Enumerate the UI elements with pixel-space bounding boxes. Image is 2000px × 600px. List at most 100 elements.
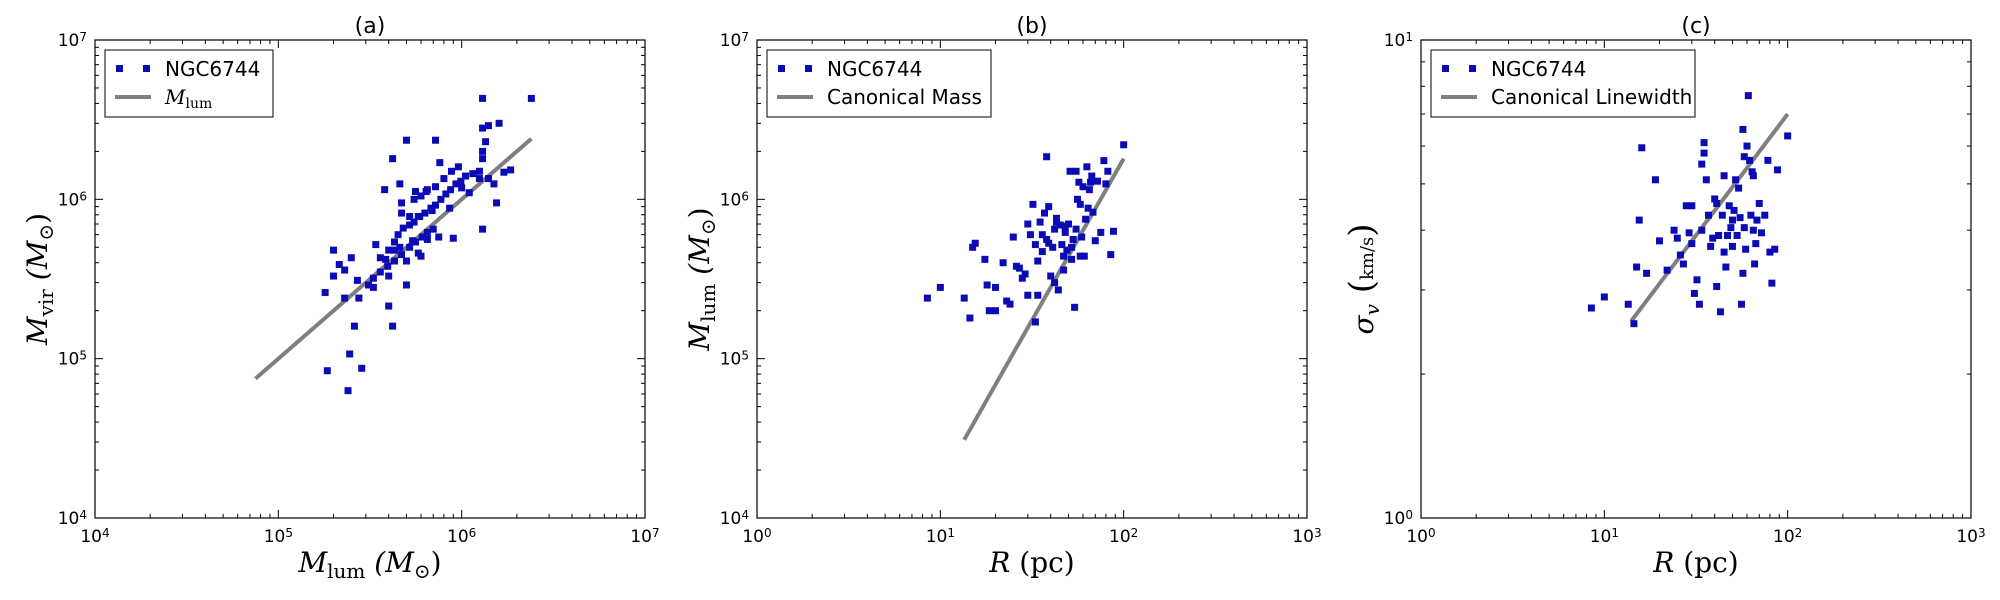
data-point — [1041, 209, 1049, 217]
axis-ticks — [756, 39, 1308, 519]
data-point — [493, 199, 501, 207]
data-point — [321, 289, 329, 297]
data-point — [435, 233, 443, 241]
data-point — [442, 190, 450, 198]
y-tick-label: 106 — [720, 189, 749, 210]
data-point — [372, 241, 380, 249]
data-point — [1587, 304, 1595, 312]
chart-panel-1: 104 105 106 107 104 105 106 107 (a) Mlum (M⊙) Mvir… — [21, 14, 660, 583]
x-tick-label: 100 — [742, 526, 771, 547]
data-point — [406, 213, 414, 221]
legend-marker-points — [1469, 65, 1476, 72]
data-point — [1045, 203, 1053, 211]
data-point — [1061, 222, 1069, 230]
x-axis-label: Mlum (M⊙) — [297, 546, 441, 583]
plot-frame — [94, 39, 646, 519]
data-point — [465, 189, 473, 197]
data-point — [469, 170, 477, 178]
data-point — [1063, 246, 1071, 254]
data-point — [458, 184, 466, 192]
data-point — [1072, 167, 1080, 175]
legend-label: Mlum — [164, 85, 212, 112]
data-point — [1060, 252, 1068, 260]
data-point — [1753, 216, 1761, 224]
data-point — [376, 254, 384, 262]
data-point — [1735, 184, 1743, 192]
data-point — [1698, 160, 1706, 168]
data-point — [1038, 231, 1046, 239]
data-point — [1635, 216, 1643, 224]
data-point — [1739, 269, 1747, 277]
data-point — [1051, 279, 1059, 287]
chart-title: (c) — [1681, 14, 1710, 39]
x-tick-label: 102 — [1109, 526, 1138, 547]
data-point — [1076, 200, 1084, 208]
data-point — [323, 367, 331, 375]
legend-box — [104, 49, 274, 118]
data-point — [1072, 225, 1080, 233]
data-point — [382, 255, 390, 263]
data-point — [1751, 260, 1759, 268]
data-point — [1075, 178, 1083, 186]
legend-label: Canonical Mass — [827, 85, 982, 109]
y-axis-label: σv (km/s) — [1342, 223, 1384, 334]
data-point — [1066, 167, 1074, 175]
data-point — [1707, 242, 1715, 250]
y-tick-label: 101 — [1384, 30, 1413, 51]
data-point — [479, 124, 487, 132]
data-point — [1715, 231, 1723, 239]
data-point — [1638, 144, 1646, 152]
data-point — [1068, 255, 1076, 263]
data-point — [484, 122, 492, 130]
data-point — [1747, 211, 1755, 219]
data-point — [396, 180, 404, 188]
data-point — [1031, 241, 1039, 249]
data-point — [1056, 221, 1064, 229]
data-point — [1749, 226, 1757, 234]
data-point — [1705, 211, 1713, 219]
data-point — [1100, 157, 1108, 165]
data-point — [1761, 211, 1769, 219]
data-point — [396, 243, 404, 251]
data-point — [1725, 202, 1733, 210]
data-point — [410, 195, 418, 203]
data-point — [410, 218, 418, 226]
data-point — [436, 159, 444, 167]
data-point — [479, 225, 487, 233]
data-point — [1078, 233, 1086, 241]
data-point — [457, 177, 465, 185]
data-point — [1743, 142, 1751, 150]
data-point — [490, 180, 498, 188]
data-point — [437, 195, 445, 203]
data-point — [960, 294, 968, 302]
data-point — [1069, 235, 1077, 243]
data-point — [1748, 168, 1756, 176]
data-point — [992, 307, 1000, 315]
plot-area — [923, 141, 1128, 441]
data-point — [1685, 229, 1693, 237]
data-point — [389, 155, 397, 163]
data-point — [330, 272, 338, 280]
data-point — [385, 246, 393, 254]
data-point — [369, 274, 377, 282]
data-point — [1670, 226, 1678, 234]
x-axis-label: R (pc) — [1652, 546, 1738, 579]
data-point — [495, 119, 503, 127]
data-point — [462, 172, 470, 180]
data-point — [1673, 234, 1681, 242]
data-point — [1718, 211, 1726, 219]
plot-frame — [1420, 39, 1972, 519]
data-point — [414, 213, 422, 221]
data-point — [398, 199, 406, 207]
data-point — [358, 364, 366, 372]
data-point — [384, 262, 392, 270]
data-point — [1076, 252, 1084, 260]
data-point — [1079, 183, 1087, 191]
x-tick-label: 102 — [1773, 526, 1802, 547]
data-point — [1690, 289, 1698, 297]
data-point — [1026, 231, 1034, 239]
data-point — [1728, 242, 1736, 250]
data-point — [394, 231, 402, 239]
y-tick-label: 105 — [58, 348, 87, 369]
data-point — [1104, 167, 1112, 175]
